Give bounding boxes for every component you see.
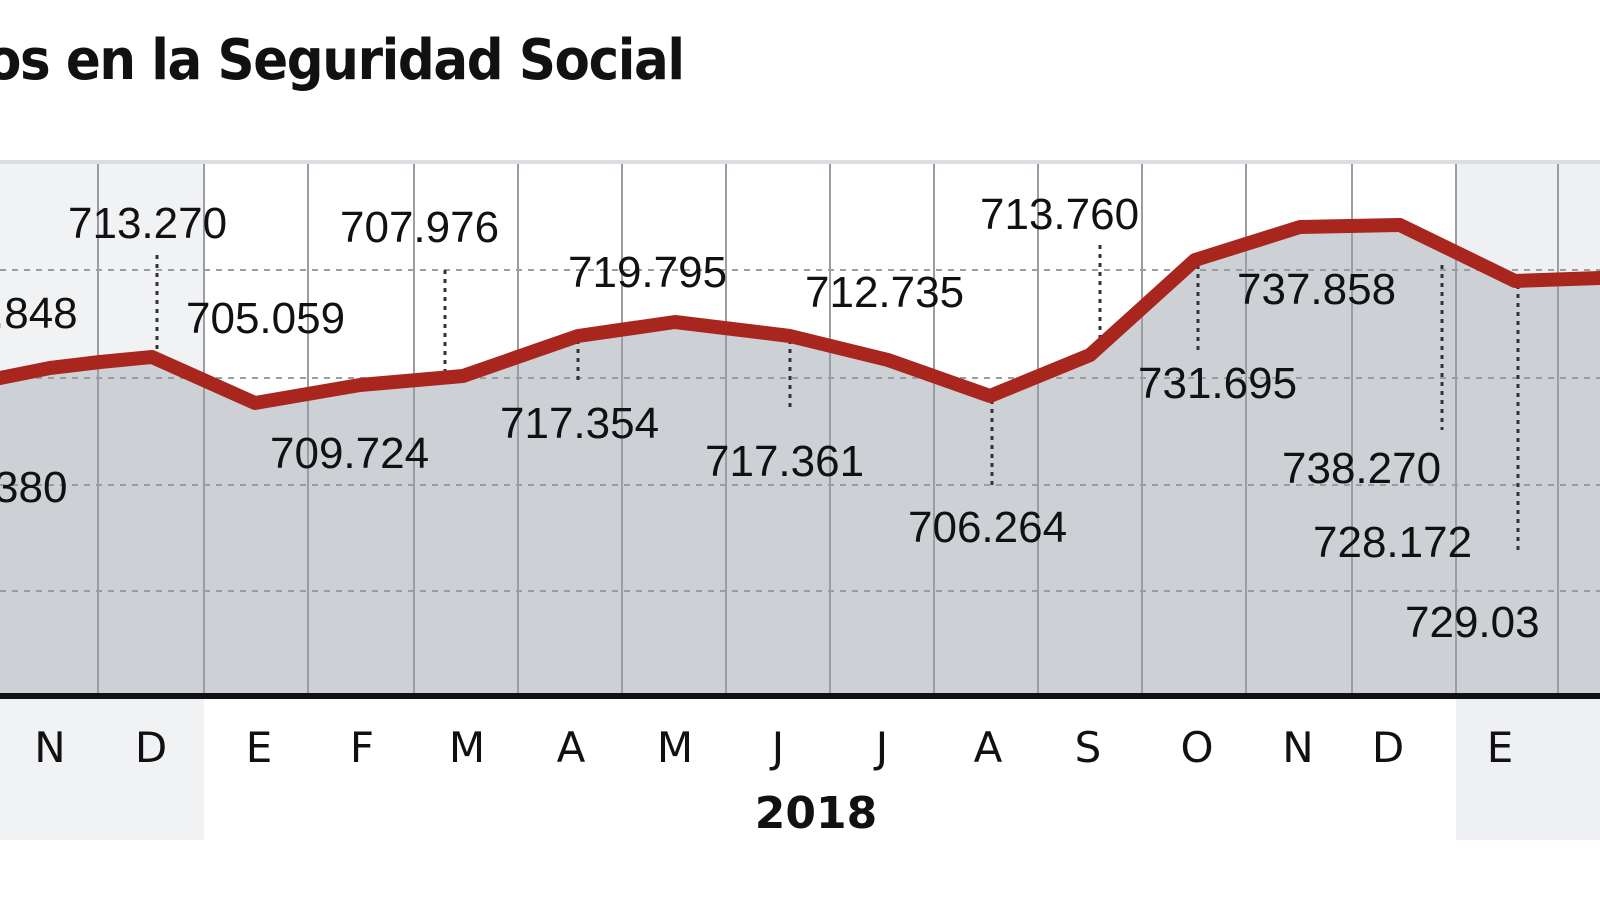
value-label: 707.976 bbox=[340, 203, 499, 252]
value-label: 738.270 bbox=[1282, 444, 1441, 493]
month-label: N bbox=[1282, 723, 1313, 772]
value-label: 717.361 bbox=[705, 437, 864, 486]
value-label: 713.760 bbox=[980, 190, 1139, 239]
top-border bbox=[0, 160, 1600, 164]
value-label: 706.264 bbox=[908, 503, 1067, 552]
value-label: 717.354 bbox=[500, 399, 659, 448]
vertical-gridlines bbox=[97, 164, 1559, 696]
month-label: S bbox=[1075, 723, 1102, 772]
x-axis-months: N D E F M A M J J A S O N D E bbox=[34, 723, 1513, 772]
x-axis-line bbox=[0, 693, 1600, 699]
label-leaders bbox=[155, 245, 1520, 555]
value-label: 737.858 bbox=[1237, 265, 1396, 314]
area-fill bbox=[0, 225, 1600, 696]
chart-title: os en la Seguridad Social bbox=[0, 28, 685, 93]
month-label: N bbox=[34, 723, 65, 772]
month-label: M bbox=[449, 723, 485, 772]
data-line bbox=[0, 218, 1600, 410]
month-label: O bbox=[1180, 723, 1213, 772]
value-label: 719.795 bbox=[568, 248, 727, 297]
month-label: A bbox=[974, 723, 1003, 772]
year-label: 2018 bbox=[755, 788, 877, 839]
horizontal-gridlines bbox=[0, 269, 1600, 592]
value-label: 712.735 bbox=[805, 268, 964, 317]
month-label: A bbox=[557, 723, 586, 772]
month-label: J bbox=[769, 723, 784, 772]
month-label: E bbox=[246, 723, 273, 772]
value-label: 380 bbox=[0, 463, 67, 512]
month-label: D bbox=[135, 723, 167, 772]
value-label: 709.724 bbox=[270, 429, 429, 478]
month-label: E bbox=[1487, 723, 1514, 772]
month-label: D bbox=[1372, 723, 1404, 772]
value-label: 729.03 bbox=[1405, 598, 1540, 647]
value-label: .848 bbox=[0, 289, 78, 338]
month-label: M bbox=[657, 723, 693, 772]
value-label: 705.059 bbox=[186, 294, 345, 343]
value-label: 731.695 bbox=[1138, 359, 1297, 408]
value-label: 728.172 bbox=[1313, 518, 1472, 567]
month-label: F bbox=[350, 723, 374, 772]
value-label: 713.270 bbox=[68, 199, 227, 248]
month-label: J bbox=[873, 723, 888, 772]
